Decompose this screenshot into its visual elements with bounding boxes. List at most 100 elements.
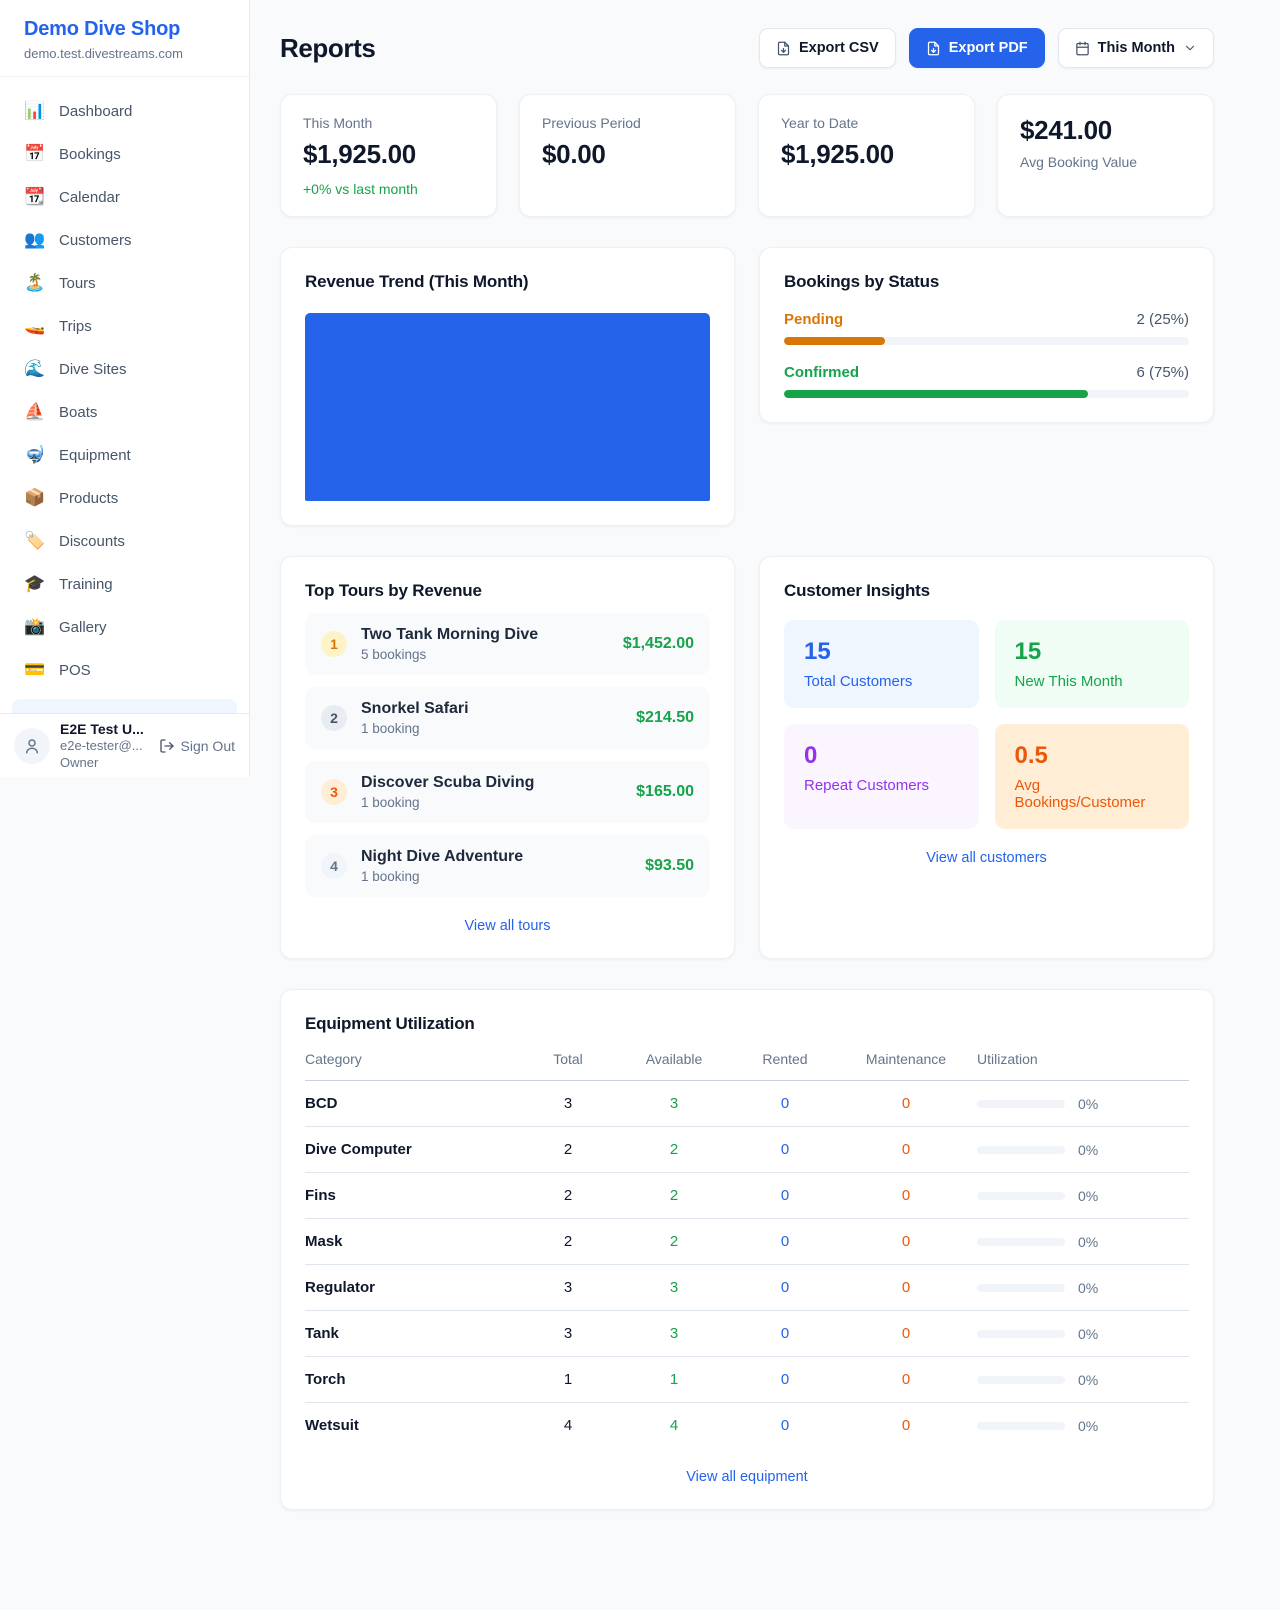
revenue-trend-bar-chart [305, 313, 710, 501]
sidebar-item-trips[interactable]: 🚤 Trips [12, 306, 237, 346]
export-csv-button[interactable]: Export CSV [758, 28, 896, 68]
equipment-total: 3 [563, 1095, 573, 1112]
top-tours-title: Top Tours by Revenue [305, 581, 482, 600]
sidebar-item-tours[interactable]: 🏝️ Tours [12, 263, 237, 303]
bar-chart-icon: 📊 [24, 101, 46, 120]
rank-badge: 4 [321, 853, 347, 879]
sidebar-item-customers[interactable]: 👥 Customers [12, 220, 237, 260]
revenue-trend-card: Revenue Trend (This Month) [280, 247, 735, 526]
calendar-icon: 📅 [24, 144, 46, 163]
equipment-category: Tank [305, 1325, 339, 1342]
equipment-available: 1 [669, 1371, 679, 1388]
status-label: Pending [784, 311, 844, 328]
rank-badge: 2 [321, 705, 347, 731]
top-tours-card: Top Tours by Revenue 1 Two Tank Morning … [280, 556, 735, 959]
period-label: This Month [1097, 40, 1175, 56]
status-row-confirmed: Confirmed 6 (75%) [784, 364, 1189, 398]
sidebar-item-bookings[interactable]: 📅 Bookings [12, 134, 237, 174]
insight-label: New This Month [1014, 673, 1123, 690]
tour-revenue: $214.50 [636, 709, 694, 726]
equipment-available: 4 [669, 1417, 679, 1434]
tour-list-item: 1 Two Tank Morning Dive 5 bookings $1,45… [305, 613, 710, 675]
sidebar-item-reports-selected[interactable] [12, 699, 237, 713]
sidebar-item-gallery[interactable]: 📸 Gallery [12, 607, 237, 647]
user-name: E2E Test U... [60, 720, 144, 737]
table-row: Torch 1 1 0 0 0% [305, 1357, 1189, 1403]
insight-tile-repeat-customers: 0 Repeat Customers [784, 724, 979, 829]
equipment-available: 3 [669, 1095, 679, 1112]
bookings-by-status-title: Bookings by Status [784, 272, 940, 291]
tour-revenue: $93.50 [645, 857, 694, 874]
equipment-rented: 0 [780, 1187, 790, 1204]
people-icon: 👥 [24, 230, 46, 249]
utilization-bar [977, 1283, 1065, 1292]
sidebar-item-discounts[interactable]: 🏷️ Discounts [12, 521, 237, 561]
sidebar-item-label: Dive Sites [59, 360, 127, 378]
stat-value: $1,925.00 [303, 139, 416, 169]
stat-card-this-month: This Month $1,925.00 +0% vs last month [280, 94, 497, 217]
table-row: Wetsuit 4 4 0 0 0% [305, 1403, 1189, 1448]
progress-track [784, 390, 1189, 398]
equipment-maintenance: 0 [901, 1095, 911, 1112]
table-row: BCD 3 3 0 0 0% [305, 1081, 1189, 1127]
sidebar-header: Demo Dive Shop demo.test.divestreams.com [0, 0, 249, 77]
equipment-total: 4 [563, 1417, 573, 1434]
utilization-bar [977, 1191, 1065, 1200]
equipment-table: Category Total Available Rented Maintena… [305, 1051, 1189, 1448]
sidebar-item-label: POS [59, 661, 91, 679]
progress-track [784, 337, 1189, 345]
sidebar-item-label: Boats [59, 403, 98, 421]
utilization-percent: 0% [1078, 1417, 1099, 1434]
status-label: Confirmed [784, 364, 859, 381]
view-all-customers-link[interactable]: View all customers [926, 850, 1047, 866]
log-out-icon [159, 738, 175, 754]
period-selector[interactable]: This Month [1057, 28, 1214, 68]
sidebar-item-calendar[interactable]: 📆 Calendar [12, 177, 237, 217]
stat-value: $0.00 [542, 139, 606, 169]
equipment-category: Torch [305, 1371, 346, 1388]
insight-value: 0.5 [1014, 742, 1048, 769]
stat-label: Year to Date [781, 115, 859, 131]
tour-name: Two Tank Morning Dive [361, 626, 539, 643]
page-title: Reports [280, 32, 376, 63]
package-icon: 📦 [24, 488, 46, 507]
equipment-rented: 0 [780, 1233, 790, 1250]
avatar [14, 727, 50, 764]
equipment-utilization-card: Equipment Utilization Category Total Ava… [280, 989, 1214, 1510]
sign-out-label: Sign Out [180, 737, 235, 754]
stat-delta: +0% vs last month [303, 181, 418, 197]
sidebar-item-products[interactable]: 📦 Products [12, 478, 237, 518]
view-all-tours-link[interactable]: View all tours [464, 918, 551, 934]
tour-list: 1 Two Tank Morning Dive 5 bookings $1,45… [305, 613, 710, 897]
sidebar-nav: 📊 Dashboard 📅 Bookings 📆 Calendar 👥 Cust… [0, 77, 249, 713]
column-header: Maintenance [865, 1051, 947, 1067]
chevron-down-icon [1183, 41, 1197, 55]
equipment-total: 3 [563, 1279, 573, 1296]
sidebar-item-dive-sites[interactable]: 🌊 Dive Sites [12, 349, 237, 389]
sidebar-item-boats[interactable]: ⛵ Boats [12, 392, 237, 432]
sidebar-item-training[interactable]: 🎓 Training [12, 564, 237, 604]
export-pdf-button[interactable]: Export PDF [908, 28, 1045, 68]
main-content: Reports Export CSV Export [250, 0, 1280, 1550]
sidebar-item-dashboard[interactable]: 📊 Dashboard [12, 91, 237, 131]
stat-label: This Month [303, 115, 373, 131]
status-count: 6 (75%) [1136, 364, 1189, 381]
view-all-equipment-link[interactable]: View all equipment [686, 1469, 808, 1485]
user-info: E2E Test U... e2e-tester@... Owner [60, 720, 149, 772]
export-pdf-label: Export PDF [948, 40, 1028, 56]
equipment-category: Mask [305, 1233, 343, 1250]
stat-card-year-to-date: Year to Date $1,925.00 [758, 94, 975, 217]
stat-label: Previous Period [542, 115, 641, 131]
insight-value: 15 [804, 638, 831, 665]
header-actions: Export CSV Export PDF [758, 28, 1214, 68]
sidebar-item-pos[interactable]: 💳 POS [12, 650, 237, 690]
sign-out-button[interactable]: Sign Out [159, 738, 235, 754]
sidebar-item-label: Training [59, 575, 113, 593]
bookings-by-status-card: Bookings by Status Pending 2 (25%) Confi… [759, 247, 1214, 423]
sidebar-item-equipment[interactable]: 🤿 Equipment [12, 435, 237, 475]
insight-value: 15 [1014, 638, 1042, 665]
calendar-icon [1075, 41, 1090, 56]
tour-list-item: 4 Night Dive Adventure 1 booking $93.50 [305, 835, 710, 897]
tour-revenue: $1,452.00 [622, 635, 694, 652]
equipment-available: 2 [669, 1233, 679, 1250]
